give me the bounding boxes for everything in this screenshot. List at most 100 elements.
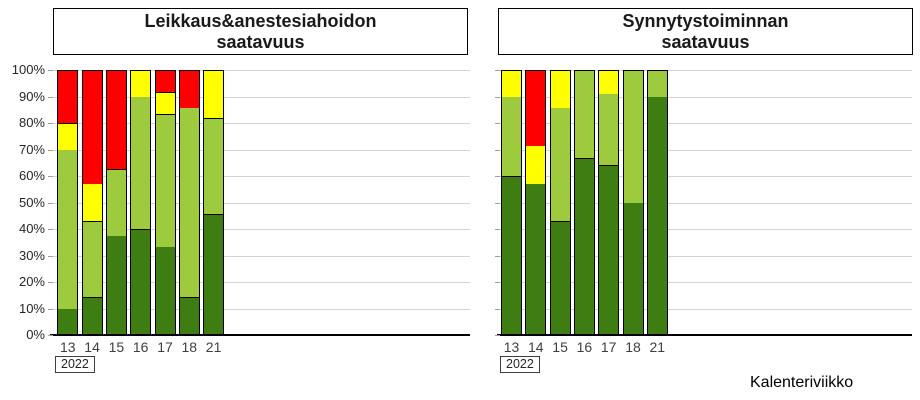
bar-border [178,70,200,335]
segment-divider [598,164,620,166]
segment-divider [203,213,225,215]
segment-red [154,70,176,92]
segment-dark-green [130,229,152,335]
bar-border [57,70,79,335]
gridline [500,70,912,71]
segment-divider [598,93,620,95]
x-tick-label: 15 [108,339,125,355]
y-tick-label: 10% [18,300,45,316]
gridline [53,96,470,98]
bar-week-15 [105,70,127,335]
y-tick-label: 30% [18,247,45,263]
x-tick-label: 18 [625,339,641,355]
gridline [53,202,470,204]
chart-title-obstetrics: Synnytystoiminnan saatavuus [498,8,913,55]
gridline [500,176,912,177]
segment-red [525,70,547,146]
gridline [500,229,912,230]
segment-divider [549,107,571,109]
segment-divider [105,235,127,237]
bar-border [573,70,595,335]
segment-light-green [105,169,127,236]
segment-yellow [598,70,620,94]
gridline [53,70,470,71]
x-axis-line [497,333,912,336]
x-tick-label: 13 [60,339,76,355]
x-tick-label: 13 [503,339,520,355]
segment-dark-green [105,235,127,335]
segment-light-green [646,70,668,97]
y-tick-label: 60% [18,168,45,183]
segment-yellow [130,70,152,97]
segment-divider [203,117,225,119]
plot-area-obstetrics: 13 14 15 16 17 18 21 [495,70,912,355]
segment-divider [57,122,79,124]
x-tick-label: 15 [552,339,568,355]
y-tick-label: 90% [18,88,45,104]
y-tick-label: 50% [18,194,45,210]
segment-red [81,70,103,184]
x-tick-label: 21 [649,339,666,355]
bar-week-17 [154,70,176,335]
bar-week-13 [501,70,522,335]
segment-divider [178,296,200,298]
bar-border [646,70,668,335]
bar-border [154,70,176,335]
segment-yellow [549,70,571,108]
segment-dark-green [622,202,644,335]
segment-light-green [598,93,620,166]
bar-week-17 [598,70,620,335]
segment-yellow [154,92,176,115]
segment-divider [525,183,547,185]
segment-light-green [501,96,522,176]
segment-divider [130,96,152,97]
gridline [53,149,470,151]
segment-dark-green [154,246,176,335]
segment-divider [622,202,644,203]
segment-divider [549,220,571,222]
y-tick-label: 20% [18,274,45,289]
year-label: 2022 [500,356,540,373]
bar-week-18 [178,70,200,335]
y-axis-tick [495,96,500,98]
segment-light-green [622,70,644,203]
segment-divider [501,175,522,177]
segment-yellow [57,123,79,150]
y-axis-tick [495,335,500,336]
bar-week-21 [203,70,225,335]
bar-week-15 [549,70,571,335]
segment-light-green [81,221,103,298]
gridline [500,96,912,98]
bar-border [105,70,127,335]
gridline [53,308,470,310]
bar-border [130,70,152,335]
bar-border [81,70,103,335]
segment-light-green [130,96,152,229]
segment-divider [57,308,79,309]
x-tick-label: 17 [157,339,173,355]
gridline [500,255,912,257]
x-tick-label: 14 [528,339,544,355]
segment-dark-green [178,297,200,335]
segment-divider [154,113,176,115]
segment-divider [154,246,176,248]
chart-title-surgery: Leikkaus&anestesiahoidon saatavuus [53,8,468,55]
y-tick-label: 80% [18,115,45,130]
segment-dark-green [549,221,571,335]
y-axis-tick [495,176,500,177]
segment-divider [81,183,103,185]
segment-divider [646,96,668,97]
segment-light-green [549,107,571,222]
gridline [500,202,912,204]
segment-divider [130,228,152,230]
y-axis-tick [495,229,500,230]
y-axis-tick [48,255,53,257]
segment-light-green [573,70,595,159]
y-axis-tick [495,255,500,257]
segment-divider [81,296,103,298]
y-axis-tick [48,308,53,310]
segment-divider [57,149,79,150]
bar-border [203,70,225,335]
x-tick-label: 16 [132,339,149,355]
y-axis-tick [495,282,500,283]
